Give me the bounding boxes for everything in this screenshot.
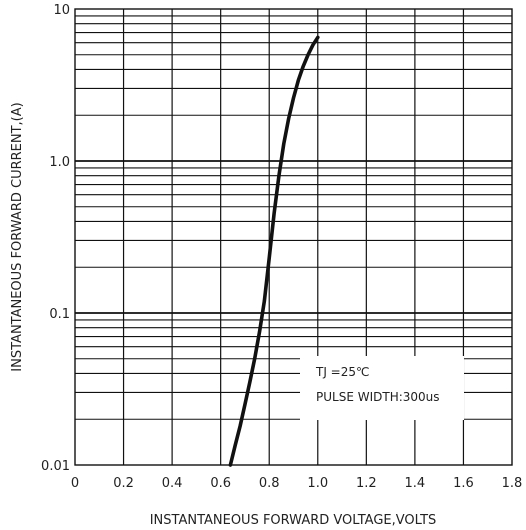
x-tick-label: 1.8 xyxy=(502,476,523,491)
x-tick-label: 0.6 xyxy=(210,476,231,491)
x-tick-label: 1.4 xyxy=(405,476,426,491)
forward-current-curve xyxy=(228,35,320,467)
annotation-temperature: TJ =25℃ xyxy=(315,365,369,379)
curve-layer xyxy=(228,35,320,467)
annotation-box xyxy=(300,356,464,420)
x-tick-labels: 0 0.2 0.4 0.6 0.8 1.0 1.2 1.4 1.6 1.8 xyxy=(71,476,522,491)
y-tick-label: 1.0 xyxy=(49,155,70,170)
x-tick-label: 1.0 xyxy=(307,476,328,491)
y-axis-title: INSTANTANEOUS FORWARD CURRENT,(A) xyxy=(10,102,25,371)
y-tick-label: 0.1 xyxy=(49,307,70,322)
grid xyxy=(75,9,512,465)
plot-frame xyxy=(74,8,513,466)
x-tick-label: 0.4 xyxy=(162,476,183,491)
x-tick-label: 1.6 xyxy=(453,476,474,491)
y-tick-label: 0.01 xyxy=(41,459,70,474)
x-tick-label: 0 xyxy=(71,476,79,491)
y-tick-label: 10 xyxy=(53,3,70,18)
x-tick-label: 0.8 xyxy=(259,476,280,491)
annotation-pulse-width: PULSE WIDTH:300us xyxy=(316,390,440,404)
x-axis-title: INSTANTANEOUS FORWARD VOLTAGE,VOLTS xyxy=(150,513,437,528)
x-tick-label: 0.2 xyxy=(113,476,134,491)
x-tick-label: 1.2 xyxy=(356,476,377,491)
y-tick-labels: 0.01 0.1 1.0 10 xyxy=(41,3,70,474)
